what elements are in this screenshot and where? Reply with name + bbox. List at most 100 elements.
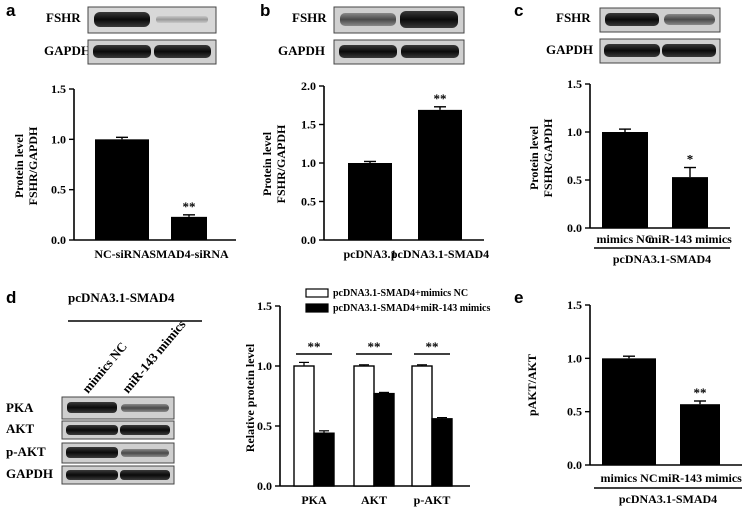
significance-mark: ** <box>694 385 707 400</box>
x-category-label: AKT <box>361 493 387 507</box>
blot-d-gapdh-band-2 <box>120 470 170 480</box>
significance-mark: ** <box>434 91 447 106</box>
blot-a-gapdh-label: GAPDH <box>44 43 91 58</box>
y-tick-label: 2.0 <box>301 79 316 93</box>
x-category-label: mimics NC <box>597 232 654 246</box>
y-axis-label: pAKT/AKT <box>525 354 539 416</box>
y-tick-label: 0.5 <box>567 405 582 419</box>
legend-label: pcDNA3.1-SMAD4+mimics NC <box>333 288 468 299</box>
y-tick-label: 1.5 <box>51 82 66 96</box>
blot-c-fshr-label: FSHR <box>556 10 591 25</box>
y-tick-label: 0.0 <box>257 479 272 493</box>
bar <box>602 132 648 228</box>
bar <box>411 365 433 487</box>
blot-d-akt-label: AKT <box>6 421 35 436</box>
blot-a-gapdh-band-1 <box>93 45 151 58</box>
x-category-label: p-AKT <box>414 493 451 507</box>
chart-d: 0.0 0.5 1.0 1.5 Relative protein level ** PKA *… <box>243 288 490 507</box>
blot-b-gapdh-label: GAPDH <box>278 43 325 58</box>
significance-mark: ** <box>368 339 381 354</box>
bar <box>373 392 395 487</box>
x-category-label: mimics NC <box>601 471 658 485</box>
y-axis-label: FSHR/GAPDH <box>541 118 555 197</box>
y-axis-label: Protein level <box>12 133 26 198</box>
y-axis-label: Relative protein level <box>243 343 257 452</box>
x-category-label: miR-143 mimics <box>648 232 732 246</box>
y-tick-label: 1.0 <box>301 156 316 170</box>
bar <box>353 365 375 487</box>
blot-c-gapdh-band-1 <box>604 44 660 57</box>
x-category-label: PKA <box>301 493 327 507</box>
panel-label-b: b <box>260 1 270 20</box>
significance-mark: ** <box>183 199 196 214</box>
y-tick-label: 1.0 <box>567 351 582 365</box>
x-category-label: NC-siRNA <box>94 247 150 261</box>
blot-c-gapdh-label: GAPDH <box>546 42 593 57</box>
y-tick-label: 1.5 <box>257 299 272 313</box>
blot-c-fshr-band-2 <box>664 14 715 25</box>
blot-d-akt-band-1 <box>66 425 118 435</box>
blot-c-gapdh-band-2 <box>662 44 716 57</box>
bar <box>680 404 720 465</box>
blot-d-group-label: pcDNA3.1-SMAD4 <box>68 290 175 305</box>
x-category-label: miR-143 mimics <box>658 471 742 485</box>
blot-a-fshr-label: FSHR <box>46 10 81 25</box>
y-tick-label: 0.0 <box>301 233 316 247</box>
blot-d-pakt-label: p-AKT <box>6 444 46 459</box>
y-axis-label: FSHR/GAPDH <box>274 124 288 203</box>
chart-c: 0.0 0.5 1.0 1.5 Protein level FSHR/GAPDH mimic… <box>527 77 732 266</box>
legend-label: pcDNA3.1-SMAD4+miR-143 mimics <box>333 303 490 314</box>
x-category-label: pcDNA3.1-SMAD4 <box>391 247 489 261</box>
panel-label-d: d <box>6 288 16 307</box>
blot-d-pakt-band-2 <box>121 449 169 457</box>
group-label: pcDNA3.1-SMAD4 <box>619 492 717 506</box>
panel-label-a: a <box>6 1 16 20</box>
blot-d-gapdh-band-1 <box>66 470 118 480</box>
y-tick-label: 1.0 <box>567 125 582 139</box>
panel-label-e: e <box>514 288 523 307</box>
blot-b-gapdh-band-2 <box>401 45 459 58</box>
blot-d-pka-band-1 <box>67 402 117 413</box>
blot-b-fshr-label: FSHR <box>292 10 327 25</box>
bar <box>348 163 392 240</box>
bar <box>672 177 708 228</box>
blot-c-fshr-band-1 <box>605 13 659 26</box>
chart-e: 0.0 0.5 1.0 1.5 pAKT/AKT mimics NC ** miR-143 m… <box>525 298 742 506</box>
blot-d-pakt-band-1 <box>66 447 118 458</box>
y-tick-label: 0.5 <box>257 419 272 433</box>
chart-a: 0.0 0.5 1.0 1.5 Protein level FSHR/GAPDH NC-si… <box>12 82 236 261</box>
x-category-label: SMAD4-siRNA <box>149 247 229 261</box>
y-axis-label: Protein level <box>527 125 541 190</box>
y-tick-label: 1.0 <box>51 132 66 146</box>
chart-b: 0.0 0.5 1.0 1.5 2.0 Protein level FSHR/GAPDH pc… <box>260 79 489 261</box>
legend-swatch <box>305 303 329 313</box>
blot-b-gapdh-band-1 <box>339 45 397 58</box>
panel-label-c: c <box>514 1 523 20</box>
significance-mark: * <box>687 152 694 167</box>
blot-d-gapdh-label: GAPDH <box>6 466 53 481</box>
bar <box>602 358 656 465</box>
blot-a-fshr-band-2 <box>156 16 208 23</box>
bar <box>431 418 453 487</box>
y-tick-label: 0.0 <box>51 233 66 247</box>
x-category-label: pcDNA3.1 <box>344 247 397 261</box>
y-tick-label: 1.5 <box>567 298 582 312</box>
significance-mark: ** <box>426 339 439 354</box>
legend-swatch <box>305 288 329 298</box>
group-label: pcDNA3.1-SMAD4 <box>613 252 711 266</box>
bar <box>95 139 149 240</box>
bar <box>418 109 462 241</box>
y-tick-label: 0.0 <box>567 221 582 235</box>
y-axis-label: Protein level <box>260 131 274 196</box>
y-tick-label: 0.5 <box>51 183 66 197</box>
blot-b-fshr-band-2 <box>400 11 458 28</box>
y-tick-label: 1.5 <box>301 118 316 132</box>
y-tick-label: 0.0 <box>567 458 582 472</box>
blot-d-pka-band-2 <box>121 404 169 412</box>
y-tick-label: 0.5 <box>301 195 316 209</box>
blot-d-akt-band-2 <box>120 425 170 435</box>
bar <box>293 365 315 487</box>
blot-d-lane-label-2: miR-143 mimics <box>119 317 189 396</box>
blot-a-gapdh-band-2 <box>154 45 211 58</box>
